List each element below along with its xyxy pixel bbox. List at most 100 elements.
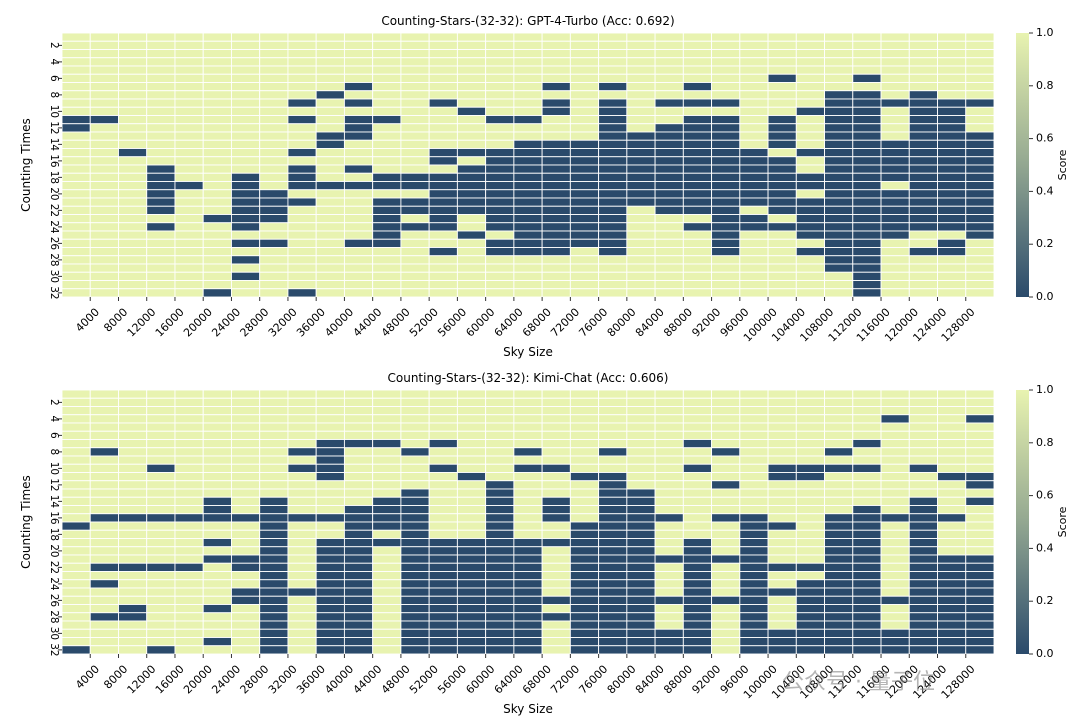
heatmap-cell [485,422,515,432]
heatmap-cell [513,106,543,116]
heatmap-cell [711,628,741,638]
heatmap-cell [485,156,515,166]
heatmap-cell [767,488,797,498]
heatmap-cell [654,164,684,174]
heatmap-cell [937,414,967,424]
heatmap-cell [908,463,938,473]
heatmap-cell [569,115,600,125]
heatmap-cell [428,496,458,506]
heatmap-cell [343,40,374,50]
heatmap-cell [456,82,487,92]
heatmap-cell [654,263,684,273]
heatmap-cell [456,562,487,572]
heatmap-cell [541,505,571,515]
heatmap-cell [118,90,148,100]
heatmap-cell [682,595,713,605]
heatmap-cell [287,579,317,589]
heatmap-cell [795,205,825,215]
heatmap-cell [174,65,204,75]
heatmap-cell [682,32,713,42]
heatmap-cell [513,230,543,240]
heatmap-cell [937,139,967,149]
heatmap-cell [287,595,317,605]
heatmap-cell [626,139,656,149]
heatmap-cell [541,612,571,622]
heatmap-cell [89,447,119,457]
heatmap-cell [965,98,995,108]
heatmap-cell [146,472,176,482]
heatmap-cell [513,82,543,92]
heatmap-cell [908,164,938,174]
heatmap-cell [965,57,995,67]
heatmap-cell [711,439,741,449]
heatmap-cell [795,73,825,83]
heatmap-cell [61,189,91,199]
heatmap-cell [174,439,204,449]
heatmap-cell [569,620,600,630]
heatmap-cell [824,554,854,564]
heatmap-cell [343,73,374,83]
heatmap-cell [400,148,430,158]
heatmap-cell [400,263,430,273]
heatmap-cell [767,604,797,614]
heatmap-cell [61,32,91,42]
heatmap-cell [767,620,797,630]
heatmap-cell [711,255,741,265]
heatmap-cell [118,538,148,548]
heatmap-cell [682,389,713,399]
heatmap-cell [824,463,854,473]
heatmap-cell [937,595,967,605]
heatmap-cell [372,65,402,75]
heatmap-cell [428,397,458,407]
heatmap-cell [428,554,458,564]
heatmap-cell [852,255,882,265]
heatmap-cell [400,538,430,548]
heatmap-cell [682,472,713,482]
heatmap-cell [937,255,967,265]
heatmap-cell [259,604,289,614]
heatmap-cell [908,406,938,416]
heatmap-cell [682,529,713,539]
heatmap-cell [767,90,797,100]
heatmap-cell [824,505,854,515]
heatmap-cell [428,604,458,614]
heatmap-cell [569,513,600,523]
heatmap-cell [541,255,571,265]
heatmap-cell [485,505,515,515]
heatmap-cell [315,447,345,457]
heatmap-cell [711,472,741,482]
heatmap-cell [485,595,515,605]
heatmap-cell [711,430,741,440]
heatmap-cell [795,90,825,100]
heatmap-cell [174,628,204,638]
x-axis-label: Sky Size [503,702,553,716]
heatmap-cell [146,156,176,166]
heatmap-cell [230,57,261,67]
heatmap-cell [880,222,910,232]
heatmap-cell [908,579,938,589]
heatmap-cell [965,189,995,199]
heatmap-cell [61,280,91,290]
heatmap-cell [89,587,119,597]
heatmap-cell [456,65,487,75]
heatmap-cell [569,579,600,589]
heatmap-cell [626,288,656,298]
heatmap-cell [682,620,713,630]
heatmap-cell [711,49,741,59]
heatmap-cell [852,139,882,149]
heatmap-cell [287,288,317,298]
heatmap-cell [711,131,741,141]
heatmap-cell [174,521,204,531]
heatmap-cell [541,280,571,290]
heatmap-cell [965,164,995,174]
heatmap-cell [711,529,741,539]
heatmap-cell [118,123,148,133]
heatmap-cell [908,505,938,515]
heatmap-cell [654,32,684,42]
heatmap-cell [456,214,487,224]
heatmap-cell [908,32,938,42]
heatmap-cell [400,123,430,133]
heatmap-cell [146,414,176,424]
heatmap-cell [682,222,713,232]
heatmap-cell [287,439,317,449]
